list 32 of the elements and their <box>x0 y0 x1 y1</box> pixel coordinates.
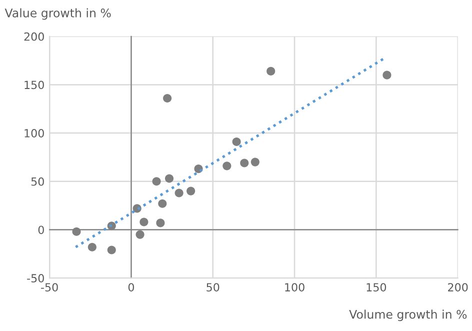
y-tick-label: 50 <box>31 177 44 186</box>
point <box>107 246 116 254</box>
point <box>163 94 172 103</box>
point <box>250 158 260 166</box>
x-tick-label: 50 <box>206 283 220 292</box>
x-axis-title: Volume growth in % <box>349 310 467 322</box>
x-tick-label: 0 <box>128 283 134 292</box>
point <box>266 66 276 76</box>
x-tick-label: 150 <box>366 283 386 292</box>
point <box>174 188 184 198</box>
point <box>232 137 241 146</box>
y-tick-label: 200 <box>24 32 44 41</box>
point <box>164 174 174 183</box>
y-axis-title: Value growth in % <box>4 8 111 20</box>
point <box>72 227 81 236</box>
x-tick-label: 200 <box>448 283 468 292</box>
point <box>140 218 148 226</box>
point <box>240 158 249 168</box>
point <box>382 70 392 80</box>
point <box>136 230 144 239</box>
point <box>152 177 161 186</box>
point <box>186 186 196 196</box>
point <box>156 218 165 228</box>
point <box>222 162 232 170</box>
x-tick-label: 100 <box>285 283 304 292</box>
point <box>88 242 96 252</box>
y-tick-label: 0 <box>38 226 44 234</box>
point <box>158 199 167 208</box>
y-tick-label: 100 <box>24 129 44 138</box>
y-tick-label: 150 <box>24 80 44 90</box>
y-tick-label: -50 <box>27 274 44 282</box>
x-tick-label: -50 <box>41 283 58 292</box>
